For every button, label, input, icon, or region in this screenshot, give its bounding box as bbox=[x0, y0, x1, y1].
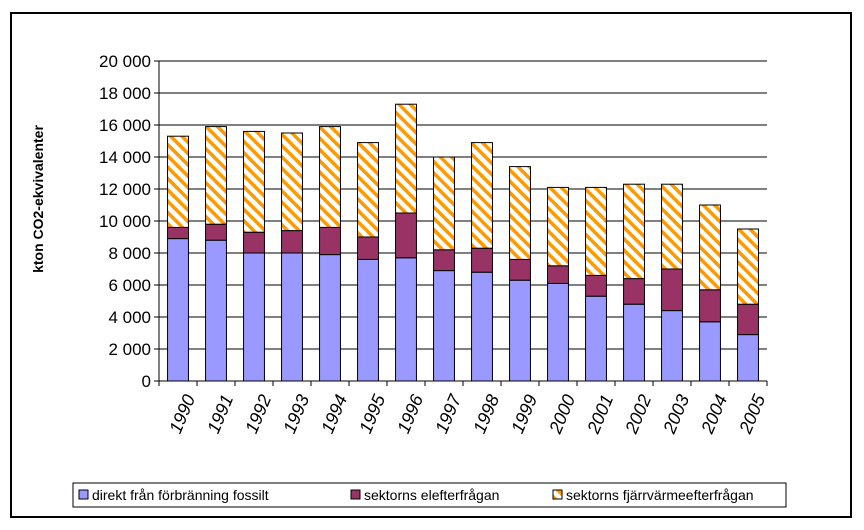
legend: direkt från förbränning fossilt sektorns… bbox=[72, 482, 787, 508]
bar-direkt-2005 bbox=[737, 334, 759, 382]
y-tick-label-7: 14 000 bbox=[99, 148, 151, 167]
bar-direkt-1991 bbox=[205, 239, 227, 382]
bar-direkt-1992 bbox=[243, 252, 265, 382]
bar-fjarrvarme-1993 bbox=[281, 132, 303, 232]
y-tick-label-3: 6 000 bbox=[108, 276, 151, 295]
legend-label-el: sektorns elefterfrågan bbox=[364, 487, 499, 503]
y-tick-label-10: 20 000 bbox=[99, 52, 151, 71]
legend-label-direkt: direkt från förbränning fossilt bbox=[92, 487, 269, 503]
bars bbox=[167, 103, 759, 382]
x-tick-label-1993: 1993 bbox=[279, 392, 313, 437]
chart-frame: 0 2 000 4 000 6 000 8 000 10 000 12 000 14 000 1… bbox=[10, 12, 852, 518]
axes bbox=[154, 60, 768, 386]
x-tick-label-1994: 1994 bbox=[317, 392, 351, 437]
bar-el-1990 bbox=[167, 226, 189, 240]
bar-el-2001 bbox=[585, 274, 607, 297]
bar-fjarrvarme-1995 bbox=[357, 142, 379, 238]
bar-direkt-2004 bbox=[699, 321, 721, 382]
bar-el-1998 bbox=[471, 247, 493, 273]
bar-el-1994 bbox=[319, 226, 341, 256]
x-tick-label-1998: 1998 bbox=[469, 392, 503, 437]
x-tick-labels: 1990 1991 1992 1993 1994 1995 1996 1997 1998 1999… bbox=[165, 391, 769, 438]
y-tick-label-9: 18 000 bbox=[99, 84, 151, 103]
x-tick-label-1996: 1996 bbox=[393, 391, 427, 437]
bar-el-1992 bbox=[243, 231, 265, 254]
y-tick-label-4: 8 000 bbox=[108, 244, 151, 263]
y-tick-label-1: 2 000 bbox=[108, 340, 151, 359]
bar-fjarrvarme-1998 bbox=[471, 142, 493, 249]
bar-fjarrvarme-2004 bbox=[699, 204, 721, 291]
x-tick-label-2002: 2002 bbox=[621, 392, 655, 438]
legend-label-fjarrvarme: sektorns fjärrvärmeefterfrågan bbox=[566, 487, 754, 503]
bar-fjarrvarme-1992 bbox=[243, 130, 265, 233]
bar-fjarrvarme-2000 bbox=[547, 186, 569, 267]
bar-el-1995 bbox=[357, 236, 379, 260]
x-tick-label-1995: 1995 bbox=[355, 391, 389, 437]
legend-swatch-direkt bbox=[78, 489, 89, 500]
bar-el-1996 bbox=[395, 212, 417, 259]
x-tick-label-2005: 2005 bbox=[735, 391, 770, 438]
y-tick-label-0: 0 bbox=[142, 372, 151, 391]
bar-direkt-2003 bbox=[661, 310, 683, 382]
x-tick-label-1997: 1997 bbox=[431, 391, 465, 437]
bar-direkt-1996 bbox=[395, 257, 417, 382]
bar-direkt-2001 bbox=[585, 295, 607, 382]
y-tick-label-6: 12 000 bbox=[99, 180, 151, 199]
bar-direkt-1998 bbox=[471, 271, 493, 382]
x-tick-label-2001: 2001 bbox=[583, 392, 617, 438]
y-tick-label-2: 4 000 bbox=[108, 308, 151, 327]
bar-fjarrvarme-1997 bbox=[433, 156, 455, 251]
x-tick-label-2000: 2000 bbox=[545, 392, 579, 438]
bar-fjarrvarme-1999 bbox=[509, 166, 531, 260]
bar-fjarrvarme-2005 bbox=[737, 228, 759, 305]
bar-fjarrvarme-1990 bbox=[167, 135, 189, 228]
bar-fjarrvarme-2003 bbox=[661, 183, 683, 270]
bar-el-2003 bbox=[661, 268, 683, 312]
bar-fjarrvarme-1996 bbox=[395, 103, 417, 214]
y-tick-label-5: 10 000 bbox=[99, 212, 151, 231]
bar-el-1993 bbox=[281, 230, 303, 254]
y-axis-label: kton CO2-ekvivalenter bbox=[30, 125, 46, 273]
bar-direkt-1994 bbox=[319, 254, 341, 382]
bar-direkt-1995 bbox=[357, 258, 379, 382]
bar-direkt-1993 bbox=[281, 252, 303, 382]
x-tick-label-1990: 1990 bbox=[165, 392, 199, 437]
legend-swatch-el bbox=[350, 489, 361, 500]
x-tick-label-1992: 1992 bbox=[241, 392, 275, 437]
bar-fjarrvarme-1994 bbox=[319, 126, 341, 228]
legend-frame bbox=[72, 482, 787, 508]
bar-el-1997 bbox=[433, 249, 455, 272]
x-tick-label-2003: 2003 bbox=[659, 392, 693, 438]
bar-direkt-2000 bbox=[547, 282, 569, 382]
bar-el-2005 bbox=[737, 303, 759, 336]
bar-direkt-2002 bbox=[623, 303, 645, 382]
legend-swatch-fjarrvarme bbox=[552, 489, 563, 500]
x-tick-label-1991: 1991 bbox=[203, 392, 237, 437]
bar-el-2002 bbox=[623, 278, 645, 305]
bar-fjarrvarme-2002 bbox=[623, 183, 645, 280]
y-tick-labels: 0 2 000 4 000 6 000 8 000 10 000 12 000 14 000 1… bbox=[99, 52, 151, 391]
x-tick-label-2004: 2004 bbox=[697, 392, 731, 438]
bar-direkt-1999 bbox=[509, 279, 531, 382]
x-tick-label-1999: 1999 bbox=[507, 392, 541, 437]
bar-fjarrvarme-1991 bbox=[205, 126, 227, 225]
stacked-bar-chart: 0 2 000 4 000 6 000 8 000 10 000 12 000 14 000 1… bbox=[30, 52, 787, 508]
bar-el-1999 bbox=[509, 258, 531, 281]
bar-fjarrvarme-2001 bbox=[585, 186, 607, 276]
bar-el-2000 bbox=[547, 265, 569, 284]
bar-el-2004 bbox=[699, 289, 721, 323]
bar-direkt-1990 bbox=[167, 238, 189, 382]
bar-direkt-1997 bbox=[433, 270, 455, 382]
bar-el-1991 bbox=[205, 223, 227, 241]
y-tick-label-8: 16 000 bbox=[99, 116, 151, 135]
